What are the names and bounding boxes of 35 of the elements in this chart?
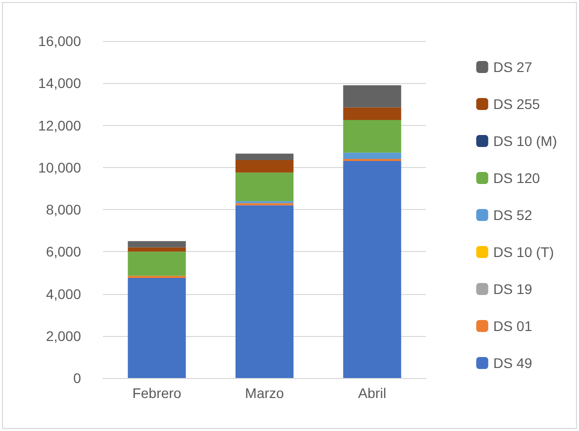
y-tick-label: 0 [73, 370, 82, 386]
bar [128, 252, 186, 276]
y-tick-label: 2,000 [46, 328, 82, 344]
bar [343, 158, 402, 162]
x-tick-label: Marzo [245, 385, 284, 401]
legend-label: DS 19 [493, 281, 532, 297]
y-tick-label: 6,000 [46, 244, 82, 260]
legend-label: DS 120 [493, 170, 540, 186]
legend-label: DS 255 [493, 96, 540, 112]
y-tick-label: 4,000 [46, 286, 82, 302]
bar [343, 85, 402, 108]
bar [343, 152, 402, 159]
bar [343, 161, 402, 378]
y-tick-label: 8,000 [46, 202, 82, 218]
legend-label: DS 27 [493, 59, 532, 75]
bar [343, 120, 402, 153]
legend-label: DS 49 [493, 355, 532, 371]
legend-label: DS 10 (M) [493, 133, 558, 149]
y-tick-label: 16,000 [38, 33, 82, 49]
x-tick-label: Abril [358, 385, 386, 401]
bar [128, 241, 186, 248]
y-tick-label: 10,000 [38, 159, 82, 176]
legend-label: DS 10 (T) [493, 244, 554, 260]
bar [236, 154, 294, 160]
bar [128, 247, 186, 252]
bar [343, 107, 402, 120]
bar [236, 160, 294, 173]
legend-label: DS 52 [493, 207, 532, 223]
y-tick-label: 14,000 [38, 75, 82, 92]
y-tick-label: 12,000 [38, 117, 82, 134]
bar [128, 278, 186, 378]
bar [236, 205, 294, 378]
x-tick-label: Febrero [132, 385, 182, 401]
legend-label: DS 01 [493, 318, 532, 334]
bar [236, 172, 294, 202]
